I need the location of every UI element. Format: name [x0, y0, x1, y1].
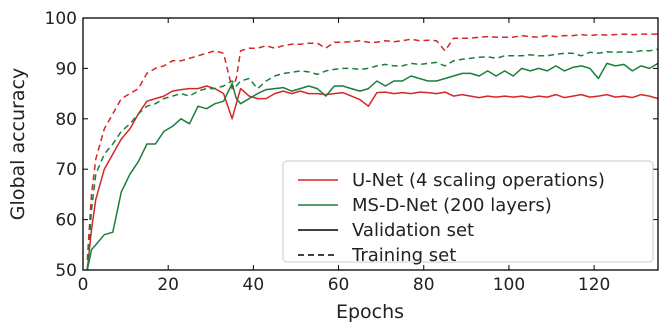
- x-tick-label: 120: [578, 275, 610, 295]
- legend-box: [282, 160, 654, 263]
- x-tick-label: 20: [157, 275, 179, 295]
- x-tick-label: 0: [78, 275, 89, 295]
- y-tick-label: 70: [55, 160, 77, 180]
- y-tick-label: 50: [55, 261, 77, 281]
- legend: U-Net (4 scaling operations) MS-D-Net (20…: [282, 160, 654, 266]
- x-tick-label: 80: [413, 275, 435, 295]
- legend-items: U-Net (4 scaling operations) MS-D-Net (20…: [298, 170, 605, 266]
- legend-label-1: U-Net (4 scaling operations): [352, 170, 605, 191]
- series-line-3: [86, 62, 659, 271]
- y-tick-label: 90: [55, 59, 77, 79]
- series-layer: [86, 33, 659, 271]
- y-axis-label: Global accuracy: [7, 68, 29, 220]
- legend-label-4: Training set: [351, 245, 456, 266]
- plot-frame: [82, 17, 659, 271]
- series-line-4: [86, 48, 659, 271]
- x-tick-label: 40: [243, 275, 265, 295]
- x-axis-label: Epochs: [336, 301, 404, 322]
- legend-label-3: Validation set: [352, 220, 474, 241]
- y-tick-label: 100: [45, 9, 77, 29]
- legend-label-2: MS-D-Net (200 layers): [352, 195, 552, 216]
- x-tick-label: 100: [493, 275, 525, 295]
- x-tick-label: 60: [328, 275, 350, 295]
- ticks-layer: 0 20 40 60 80 100 120 50 60 70 80 90 100: [45, 9, 658, 295]
- series-line-1: [86, 85, 659, 271]
- y-tick-label: 80: [55, 110, 77, 130]
- series-line-2: [86, 33, 658, 260]
- y-tick-label: 60: [55, 211, 77, 231]
